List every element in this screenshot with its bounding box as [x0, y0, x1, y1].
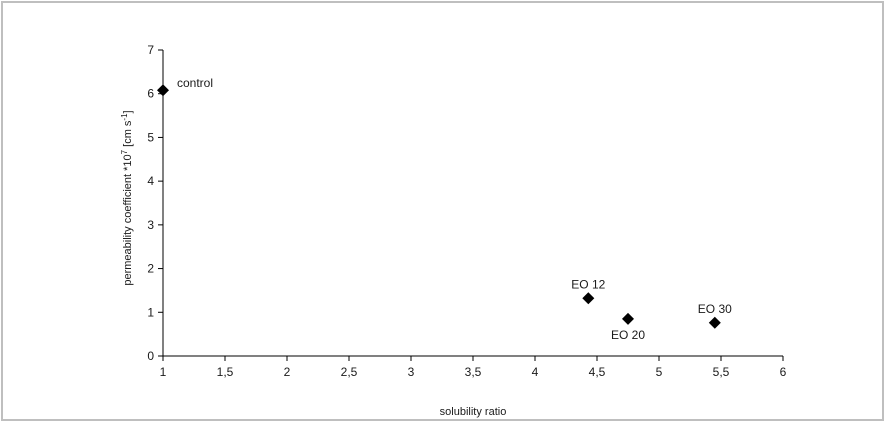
axes	[162, 50, 783, 357]
data-point-marker	[157, 84, 169, 97]
y-axis-title-unit-sup: -1	[120, 113, 129, 121]
data-point-marker	[708, 316, 721, 329]
y-axis-title: permeability coefficient *107 [cm s-1]	[120, 110, 135, 285]
x-tick-label: 5,5	[713, 365, 730, 379]
x-tick-label: 4	[532, 365, 539, 379]
x-tick-label: 2	[284, 365, 291, 379]
y-tick-label: 1	[147, 305, 154, 319]
y-tick-label: 6	[147, 87, 154, 101]
x-tick-label: 1	[160, 365, 167, 379]
y-tick-label: 5	[147, 130, 154, 144]
y-axis-title-unit-close: ]	[122, 110, 134, 113]
data-point-marker	[622, 312, 634, 325]
data-points: control EO 12 EO 20 EO 30	[157, 76, 732, 342]
y-axis-title-sup: 7	[120, 149, 129, 154]
y-tick-label: 3	[147, 218, 154, 232]
y-tick-label: 0	[147, 349, 154, 363]
y-tick-label: 2	[147, 262, 154, 276]
x-tick-label: 3,5	[465, 365, 482, 379]
data-point-label: EO 20	[611, 328, 645, 342]
x-tick-label: 1,5	[217, 365, 234, 379]
x-tick-label: 2,5	[341, 365, 358, 379]
x-axis-title: solubility ratio	[440, 406, 507, 418]
x-tick-label: 4,5	[589, 365, 606, 379]
y-tick-label: 4	[147, 174, 154, 188]
y-tick-label: 7	[147, 43, 154, 57]
x-tick-label: 3	[408, 365, 415, 379]
y-axis-title-main: permeability coefficient *10	[122, 154, 134, 285]
data-point-label: control	[177, 76, 213, 90]
x-tick-label: 6	[780, 365, 787, 379]
x-tick-label: 5	[656, 365, 663, 379]
y-axis-title-unit-open: [cm s	[122, 120, 134, 150]
data-point-marker	[582, 292, 595, 305]
data-point-label: EO 12	[571, 277, 605, 291]
data-point-label: EO 30	[698, 302, 732, 316]
